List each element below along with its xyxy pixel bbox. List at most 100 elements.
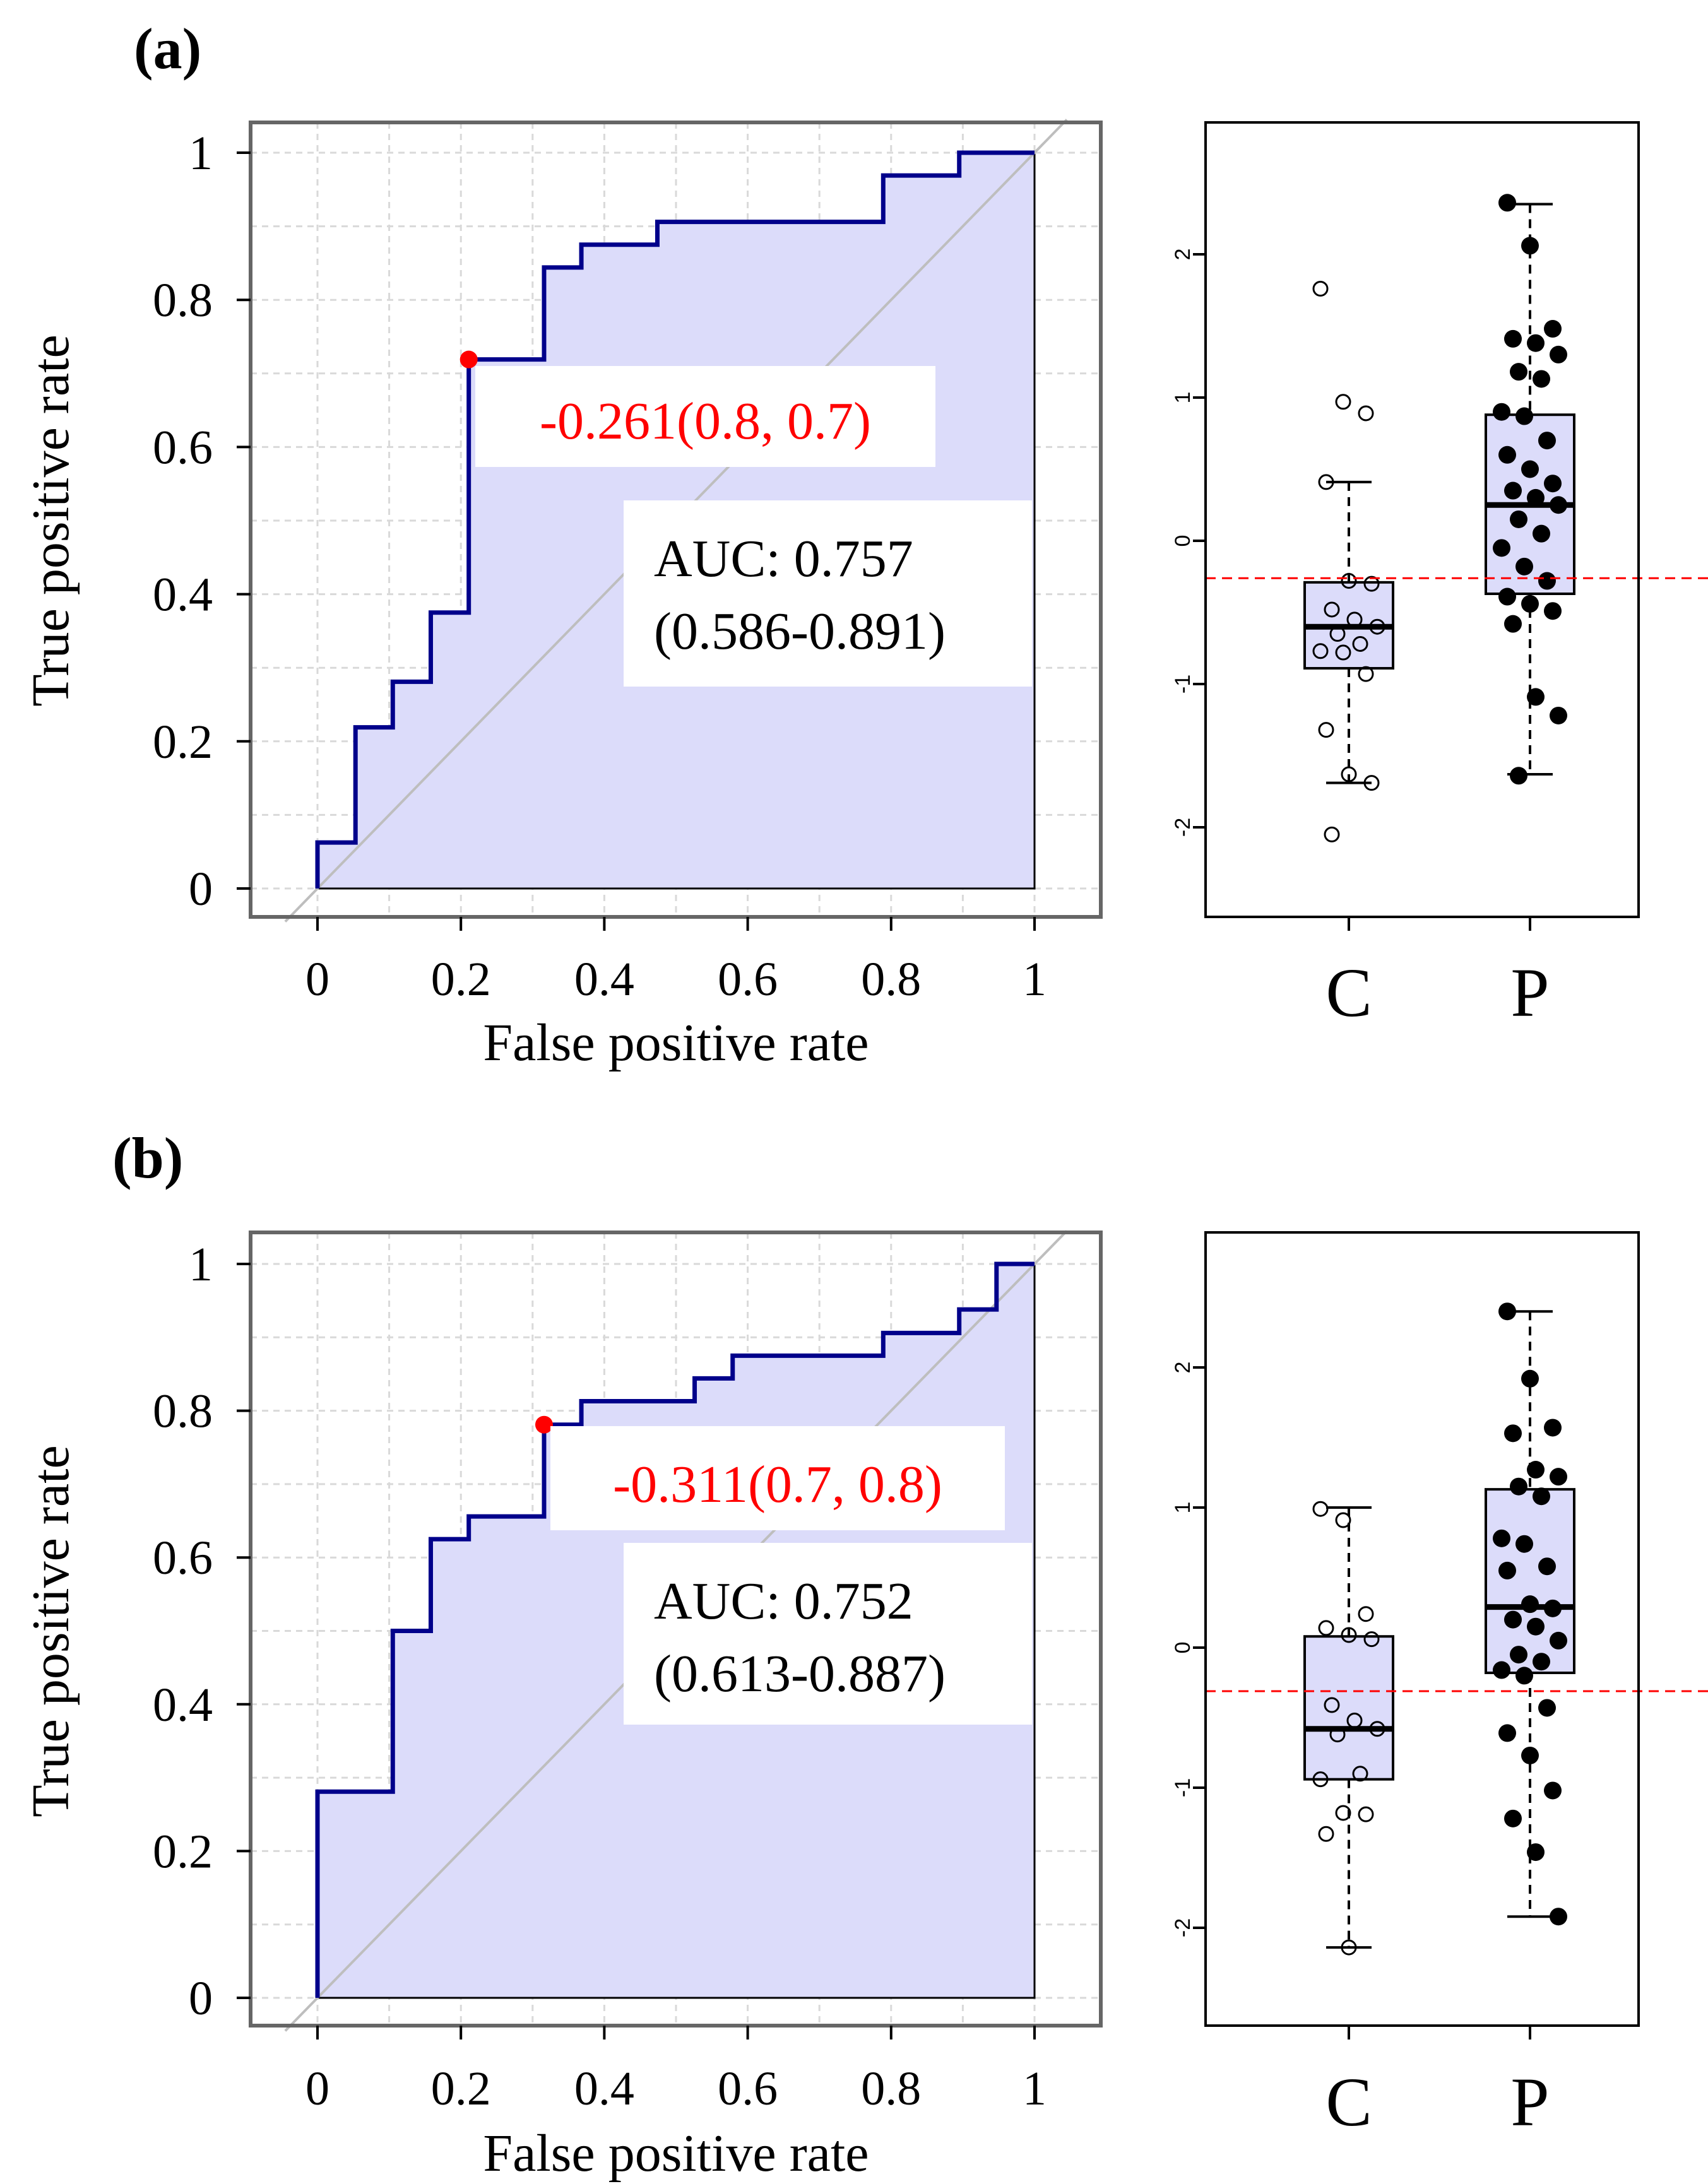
data-point-p (1538, 1557, 1556, 1576)
data-point-p (1515, 1535, 1533, 1553)
auc-ci: (0.586-0.891) (654, 602, 946, 661)
data-point-p (1521, 1369, 1539, 1388)
x-tick-label: 0.6 (718, 2062, 778, 2115)
data-point-p (1533, 524, 1550, 543)
data-point-c (1363, 1631, 1380, 1648)
data-point-p (1533, 370, 1550, 388)
data-point-c (1358, 1606, 1374, 1622)
data-point-p (1504, 1610, 1522, 1629)
data-point-c (1335, 644, 1351, 661)
x-axis-label: False positive rate (483, 2124, 869, 2183)
panel-label-a: (a) (134, 16, 201, 81)
category-label: C (1325, 2063, 1372, 2140)
data-point-p (1493, 539, 1510, 557)
data-point-p (1533, 1653, 1550, 1671)
auc-label-box (624, 500, 1032, 687)
cutoff-point (460, 350, 478, 369)
category-label: P (1510, 954, 1549, 1031)
y-tick-label: 0.4 (153, 1679, 213, 1732)
y-tick-label: 1 (1171, 1502, 1195, 1514)
data-point-p (1527, 1461, 1545, 1479)
data-point-p (1504, 329, 1522, 348)
data-point-p (1527, 334, 1545, 352)
plot-frame (1204, 121, 1640, 918)
cutoff-point (535, 1415, 553, 1434)
data-point-c (1318, 474, 1334, 490)
y-tick-label: 1 (189, 127, 213, 180)
data-point-c (1341, 573, 1357, 589)
data-point-c (1358, 666, 1374, 682)
data-point-c (1358, 1806, 1374, 1822)
data-point-c (1335, 1512, 1351, 1528)
data-point-p (1498, 446, 1516, 464)
y-tick-label: 0.8 (153, 1385, 213, 1438)
data-point-p (1515, 407, 1533, 425)
x-tick-label: 1 (1023, 953, 1047, 1006)
y-tick-label: 0.6 (153, 1532, 213, 1585)
data-point-p (1544, 1599, 1562, 1617)
data-point-p (1544, 1781, 1562, 1800)
roc-curve (315, 150, 1035, 888)
data-point-p (1498, 1561, 1516, 1579)
data-point-c (1341, 1627, 1357, 1643)
data-point-c (1341, 1939, 1357, 1956)
cutoff-label: -0.261(0.8, 0.7) (540, 392, 871, 451)
data-point-p (1498, 1302, 1516, 1321)
data-point-c (1369, 1721, 1385, 1737)
data-point-p (1527, 1617, 1545, 1636)
y-tick-label: 0.6 (153, 421, 213, 474)
data-point-p (1538, 432, 1556, 450)
data-point-p (1527, 1843, 1545, 1862)
data-point-p (1521, 1746, 1539, 1764)
data-point-p (1527, 488, 1545, 507)
box-chart-a: -2 -1 0 1 2 C P (1171, 121, 1708, 1031)
y-tick-label: -1 (1171, 675, 1195, 694)
data-point-c (1329, 626, 1346, 642)
data-point-p (1510, 767, 1527, 785)
x-tick-label: 0.6 (718, 953, 778, 1006)
data-point-p (1504, 1809, 1522, 1827)
data-point-p (1498, 1724, 1516, 1742)
roc-curve (315, 1261, 1035, 1998)
data-point-p (1550, 1631, 1567, 1650)
y-tick-label: 0.4 (153, 569, 213, 622)
data-point-p (1550, 1908, 1567, 1926)
auc-label-box (624, 1543, 1032, 1725)
data-point-c (1318, 1826, 1334, 1842)
data-point-p (1521, 237, 1539, 255)
y-tick-label: 2 (1171, 249, 1195, 261)
data-point-p (1533, 1487, 1550, 1506)
data-point-p (1544, 320, 1562, 338)
data-point-p (1504, 481, 1522, 500)
category-label: C (1325, 954, 1372, 1031)
data-point-p (1521, 460, 1539, 478)
roc-chart-b: -0.311(0.7, 0.8) AUC: 0.752 (0.613-0.887) 0… (21, 1230, 1103, 2183)
y-tick-label: 0.8 (153, 274, 213, 327)
data-point-c (1352, 1766, 1368, 1782)
data-point-c (1335, 394, 1351, 410)
cutoff-label: -0.311(0.7, 0.8) (613, 1455, 942, 1514)
data-point-p (1521, 594, 1539, 613)
auc-value: AUC: 0.757 (654, 529, 913, 588)
y-tick-label: 0.2 (153, 1825, 213, 1878)
data-point-c (1312, 1501, 1329, 1517)
y-axis-label: True positive rate (21, 1445, 80, 1817)
data-point-c (1324, 601, 1340, 618)
x-axis-label: False positive rate (483, 1013, 869, 1072)
data-point-p (1550, 1468, 1567, 1486)
box-chart-b: -2 -1 0 1 2 C P (1171, 1231, 1708, 2140)
category-label: P (1510, 2063, 1549, 2140)
plot-frame (249, 121, 1103, 919)
data-point-c (1318, 1620, 1334, 1636)
y-tick-label: -1 (1171, 1778, 1195, 1797)
y-tick-label: 0 (189, 1972, 213, 2025)
plot-frame (1204, 1231, 1640, 2027)
data-point-p (1515, 1667, 1533, 1685)
data-point-p (1544, 1419, 1562, 1437)
data-point-c (1369, 618, 1385, 635)
data-point-p (1515, 557, 1533, 576)
auc-ci: (0.613-0.887) (654, 1644, 946, 1703)
box-iqr (1303, 1635, 1394, 1781)
data-point-p (1510, 363, 1527, 381)
